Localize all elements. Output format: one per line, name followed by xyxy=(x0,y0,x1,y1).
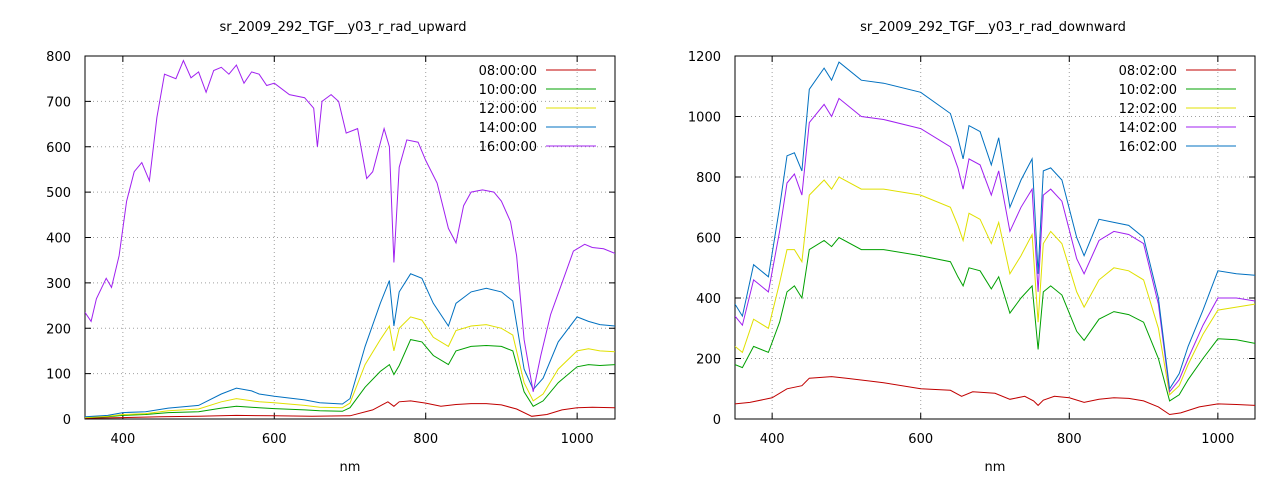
x-tick-label: 400 xyxy=(110,432,135,447)
series-line-3 xyxy=(85,316,615,419)
legend-label-3: 12:02:00 xyxy=(1119,102,1177,117)
y-tick-label: 1000 xyxy=(688,111,721,126)
x-tick-label: 600 xyxy=(262,432,287,447)
y-tick-label: 400 xyxy=(696,292,721,307)
y-tick-label: 400 xyxy=(46,232,71,247)
y-tick-label: 200 xyxy=(46,322,71,337)
y-tick-label: 500 xyxy=(46,186,71,201)
x-tick-label: 800 xyxy=(1057,432,1082,447)
legend-label-5: 16:02:00 xyxy=(1119,140,1177,155)
y-tick-label: 800 xyxy=(46,50,71,65)
y-tick-label: 0 xyxy=(713,413,721,428)
series-line-1 xyxy=(735,376,1255,416)
x-tick-label: 1000 xyxy=(1201,432,1234,447)
x-axis-label: nm xyxy=(985,460,1006,475)
series-line-3 xyxy=(735,176,1255,396)
series-line-4 xyxy=(85,273,615,418)
legend-label-5: 16:00:00 xyxy=(479,140,537,155)
chart-title: sr_2009_292_TGF__y03_r_rad_upward xyxy=(219,20,466,35)
x-axis-label: nm xyxy=(340,460,361,475)
y-tick-label: 600 xyxy=(696,232,721,247)
series-line-1 xyxy=(85,400,615,419)
x-tick-label: 1000 xyxy=(561,432,594,447)
legend-label-4: 14:00:00 xyxy=(479,121,537,136)
series-line-2 xyxy=(85,339,615,419)
legend-label-2: 10:02:00 xyxy=(1119,83,1177,98)
x-tick-label: 600 xyxy=(908,432,933,447)
y-tick-label: 0 xyxy=(63,413,71,428)
chart-1: sr_2009_292_TGF__y03_r_rad_upward 400 600 8… xyxy=(46,20,616,475)
y-tick-label: 300 xyxy=(46,277,71,292)
legend-label-3: 12:00:00 xyxy=(479,102,537,117)
chart-2: sr_2009_292_TGF__y03_r_rad_downward 400 60… xyxy=(688,20,1256,475)
legend-label-4: 14:02:00 xyxy=(1119,121,1177,136)
x-tick-label: 400 xyxy=(760,432,785,447)
legend-label-1: 08:00:00 xyxy=(479,64,537,79)
legend-label-1: 08:02:00 xyxy=(1119,64,1177,79)
chart-title: sr_2009_292_TGF__y03_r_rad_downward xyxy=(860,20,1126,35)
y-tick-label: 800 xyxy=(696,171,721,186)
series-line-2 xyxy=(735,236,1255,402)
y-tick-label: 600 xyxy=(46,141,71,156)
y-tick-label: 700 xyxy=(46,95,71,110)
y-tick-label: 200 xyxy=(696,353,721,368)
y-tick-label: 100 xyxy=(46,368,71,383)
series-line-4 xyxy=(735,97,1255,394)
y-tick-label: 1200 xyxy=(688,50,721,65)
x-tick-label: 800 xyxy=(413,432,438,447)
series-line-5 xyxy=(735,61,1255,391)
legend-label-2: 10:00:00 xyxy=(479,83,537,98)
series-line-5 xyxy=(85,59,615,392)
